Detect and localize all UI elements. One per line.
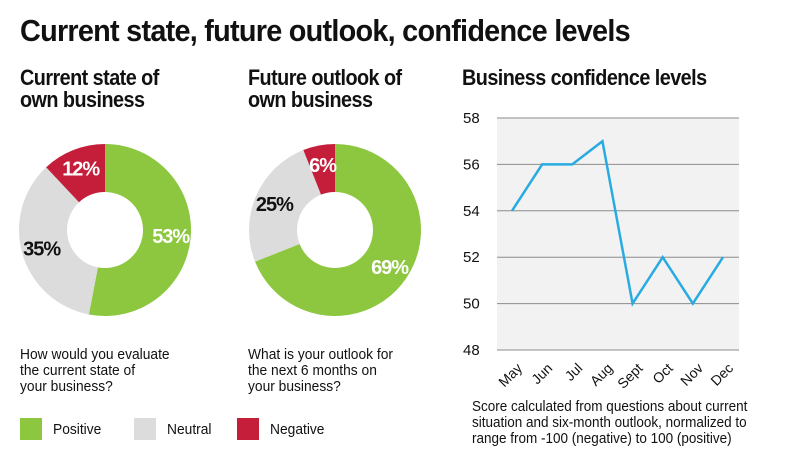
current-state-question-line1: How would you evaluate [20,346,170,363]
donut-label-negative: 6% [309,155,337,177]
confidence-note: Score calculated from questions about cu… [472,399,747,447]
donut-slice-neutral [18,167,98,315]
x-tick-label: Jul [562,360,586,384]
plot-area [497,118,739,350]
current-state-question-line2: the current state of [20,362,136,379]
donut-label-neutral: 25% [256,194,294,216]
legend-label-neutral: Neutral [166,420,212,438]
legend-label-positive: Positive [53,420,102,438]
current-state-donut-chart: 53% 35% 12% [18,144,191,316]
x-tick-label: Oct [649,360,676,387]
current-state-question: How would you evaluate the current state… [20,347,170,395]
future-outlook-question-line1: What is your outlook for [248,346,393,363]
x-tick-label: Nov [677,360,706,389]
donut-slice-positive [255,144,421,316]
future-outlook-title: Future outlook of own business [248,67,402,111]
y-tick-label: 50 [463,296,480,313]
future-outlook-question-line2: the next 6 months on [248,362,377,379]
current-state-title: Current state of own business [20,67,159,111]
legend: Positive Neutral Negative [20,418,343,440]
donut-label-positive: 53% [152,226,190,248]
donut-slice-neutral [249,150,322,262]
legend-item-neutral: Neutral [133,418,215,440]
donut-slice-negative [303,144,335,195]
legend-swatch-negative [236,418,259,440]
x-tick-label: Jun [528,360,555,387]
future-outlook-title-line1: Future outlook of [248,65,402,90]
y-tick-label: 56 [463,156,480,173]
y-tick-label: 52 [463,249,480,266]
donut-label-negative: 12% [62,159,100,181]
x-tick-label: Sept [614,360,646,392]
confidence-note-line2: situation and six-month outlook, normali… [472,414,747,431]
current-state-title-line2: own business [20,87,145,112]
legend-item-positive: Positive [20,418,106,440]
current-state-question-line3: your business? [20,378,113,395]
y-tick-label: 58 [463,110,480,127]
confidence-title: Business confidence levels [462,65,707,90]
future-outlook-donut-chart: 69% 25% 6% [249,144,421,316]
legend-swatch-neutral [133,418,156,440]
donut-label-neutral: 35% [23,238,61,260]
donut-label-positive: 69% [371,257,409,279]
legend-item-negative: Negative [236,418,329,440]
y-tick-label: 54 [463,203,480,220]
future-outlook-question: What is your outlook for the next 6 mont… [248,347,393,395]
x-tick-label: Dec [707,360,736,389]
confidence-note-line1: Score calculated from questions about cu… [472,398,748,415]
donut-slice-positive [88,144,191,316]
future-outlook-title-line2: own business [248,87,373,112]
page-title: Current state, future outlook, confidenc… [20,13,631,48]
future-outlook-question-line3: your business? [248,378,341,395]
donut-slice-negative [46,144,105,203]
legend-label-negative: Negative [269,420,325,438]
current-state-title-line1: Current state of [20,65,159,90]
x-tick-label: Aug [587,360,616,389]
y-tick-label: 48 [463,342,480,359]
confidence-note-line3: range from -100 (negative) to 100 (posit… [472,430,732,447]
legend-swatch-positive [20,418,42,440]
confidence-line [510,138,725,307]
x-tick-label: May [495,360,525,390]
